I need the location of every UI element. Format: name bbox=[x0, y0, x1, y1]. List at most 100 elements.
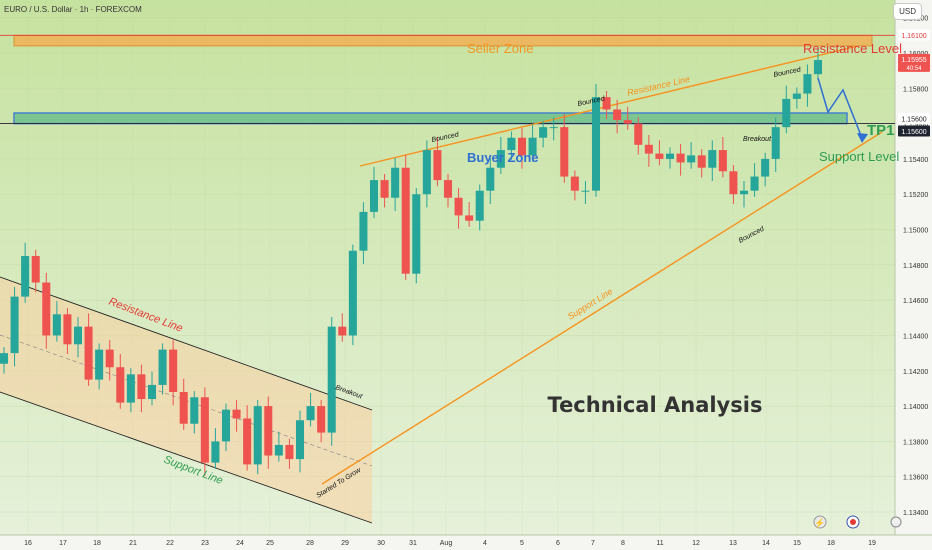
candle-body bbox=[42, 282, 51, 336]
candle-body bbox=[581, 190, 590, 192]
candle-body bbox=[443, 180, 453, 198]
y-tick-label: 1.13400 bbox=[903, 510, 928, 517]
candle-body bbox=[708, 150, 717, 168]
candle-body bbox=[169, 349, 178, 392]
candle-body bbox=[517, 137, 527, 156]
x-tick-label: 18 bbox=[93, 540, 101, 547]
settings-icon bbox=[890, 516, 902, 528]
x-tick-label: 12 bbox=[692, 540, 700, 547]
x-tick-label: 24 bbox=[236, 540, 244, 547]
forecast-line bbox=[817, 77, 863, 139]
flag-icon-dot bbox=[850, 519, 856, 525]
lightning-glyph: ⚡ bbox=[814, 517, 825, 529]
candle-body bbox=[84, 326, 93, 380]
candle-body bbox=[496, 150, 505, 168]
candle-body bbox=[95, 349, 104, 380]
candle-body bbox=[338, 326, 347, 336]
x-tick-label: 13 bbox=[729, 540, 737, 547]
current-time-tag: 40:54 bbox=[906, 66, 922, 72]
candle-body bbox=[306, 406, 315, 421]
x-tick-label: 30 bbox=[377, 540, 385, 547]
candle-body bbox=[528, 137, 537, 156]
time-axis-panel bbox=[0, 535, 932, 550]
candle-body bbox=[422, 150, 431, 195]
x-tick-label: 21 bbox=[129, 540, 137, 547]
candle-body bbox=[803, 74, 812, 94]
candle-body bbox=[52, 314, 61, 336]
candle-body bbox=[369, 180, 379, 212]
x-tick-label: 5 bbox=[520, 540, 524, 547]
candle-body bbox=[73, 326, 83, 345]
price-axis: 1.162001.160001.158001.156001.154001.152… bbox=[903, 16, 928, 517]
currency-button[interactable]: USD bbox=[893, 3, 922, 20]
x-tick-label: 15 bbox=[793, 540, 801, 547]
x-tick-label: 19 bbox=[868, 540, 876, 547]
candle-body bbox=[665, 153, 675, 159]
x-tick-label: 14 bbox=[762, 540, 770, 547]
x-tick-label: Aug bbox=[440, 540, 453, 547]
candle-body bbox=[0, 353, 9, 364]
candle-body bbox=[10, 296, 19, 354]
x-tick-label: 29 bbox=[341, 540, 349, 547]
candle-body bbox=[253, 406, 262, 465]
candle-body bbox=[539, 127, 548, 138]
x-tick-label: 4 bbox=[483, 540, 487, 547]
current-price-tag: 1.15955 bbox=[901, 57, 926, 64]
channel-lower-line bbox=[0, 391, 373, 524]
candle-body bbox=[697, 155, 706, 168]
current-price-tag-bg bbox=[898, 53, 930, 72]
candle-body bbox=[792, 93, 801, 99]
support-trend-line bbox=[321, 131, 883, 485]
y-tick-label: 1.13600 bbox=[903, 475, 928, 482]
support-price-tag-2-bg bbox=[898, 125, 930, 137]
y-tick-label: 1.14400 bbox=[903, 333, 928, 340]
candle-body bbox=[549, 127, 558, 129]
candle-body bbox=[623, 120, 632, 124]
candle-body bbox=[570, 176, 579, 191]
chart-title: Technical Analysis bbox=[548, 393, 763, 417]
candle-body bbox=[750, 176, 759, 191]
seller-zone-label: Seller Zone bbox=[467, 41, 533, 56]
candles bbox=[0, 46, 823, 476]
candle-body bbox=[739, 190, 749, 195]
x-tick-label: 25 bbox=[266, 540, 274, 547]
tp1-label: TP1 bbox=[867, 122, 895, 139]
resistance-price-tag-bg bbox=[898, 29, 930, 41]
trend-lines bbox=[0, 34, 895, 485]
candle-body bbox=[21, 256, 30, 297]
candle-body bbox=[813, 60, 823, 75]
candle-body bbox=[433, 150, 442, 181]
candle-body bbox=[126, 374, 135, 403]
candle-body bbox=[327, 326, 336, 433]
x-tick-label: 7 bbox=[591, 540, 595, 547]
x-tick-label: 16 bbox=[24, 540, 32, 547]
candle-body bbox=[285, 444, 294, 460]
bottom-icons: ⚡ bbox=[813, 515, 902, 529]
x-tick-label: 8 bbox=[621, 540, 625, 547]
candle-body bbox=[465, 215, 474, 221]
candle-body bbox=[31, 256, 40, 283]
candle-body bbox=[274, 444, 283, 456]
candle-body bbox=[295, 420, 305, 460]
candle-body bbox=[560, 127, 569, 177]
candle-body bbox=[761, 158, 770, 177]
candle-body bbox=[359, 211, 368, 251]
candle-body bbox=[782, 98, 791, 128]
x-tick-label: 6 bbox=[556, 540, 560, 547]
candle-body bbox=[591, 97, 601, 191]
buyer-zone-label: Buyer Zone bbox=[467, 150, 539, 165]
candle-body bbox=[676, 153, 685, 163]
annotation-label: Breakout bbox=[743, 136, 772, 143]
candle-body bbox=[63, 314, 72, 345]
candle-body bbox=[655, 153, 664, 159]
y-tick-label: 1.15400 bbox=[903, 157, 928, 164]
candle-body bbox=[454, 197, 463, 216]
candle-body bbox=[687, 155, 696, 163]
candle-body bbox=[507, 137, 516, 151]
support-price-tag-2: 1.15600 bbox=[901, 129, 926, 136]
candle-body bbox=[718, 150, 727, 172]
y-tick-label: 1.14000 bbox=[903, 404, 928, 411]
support-price-tag-1: 1.15600 bbox=[901, 117, 926, 124]
candle-body bbox=[348, 250, 357, 336]
